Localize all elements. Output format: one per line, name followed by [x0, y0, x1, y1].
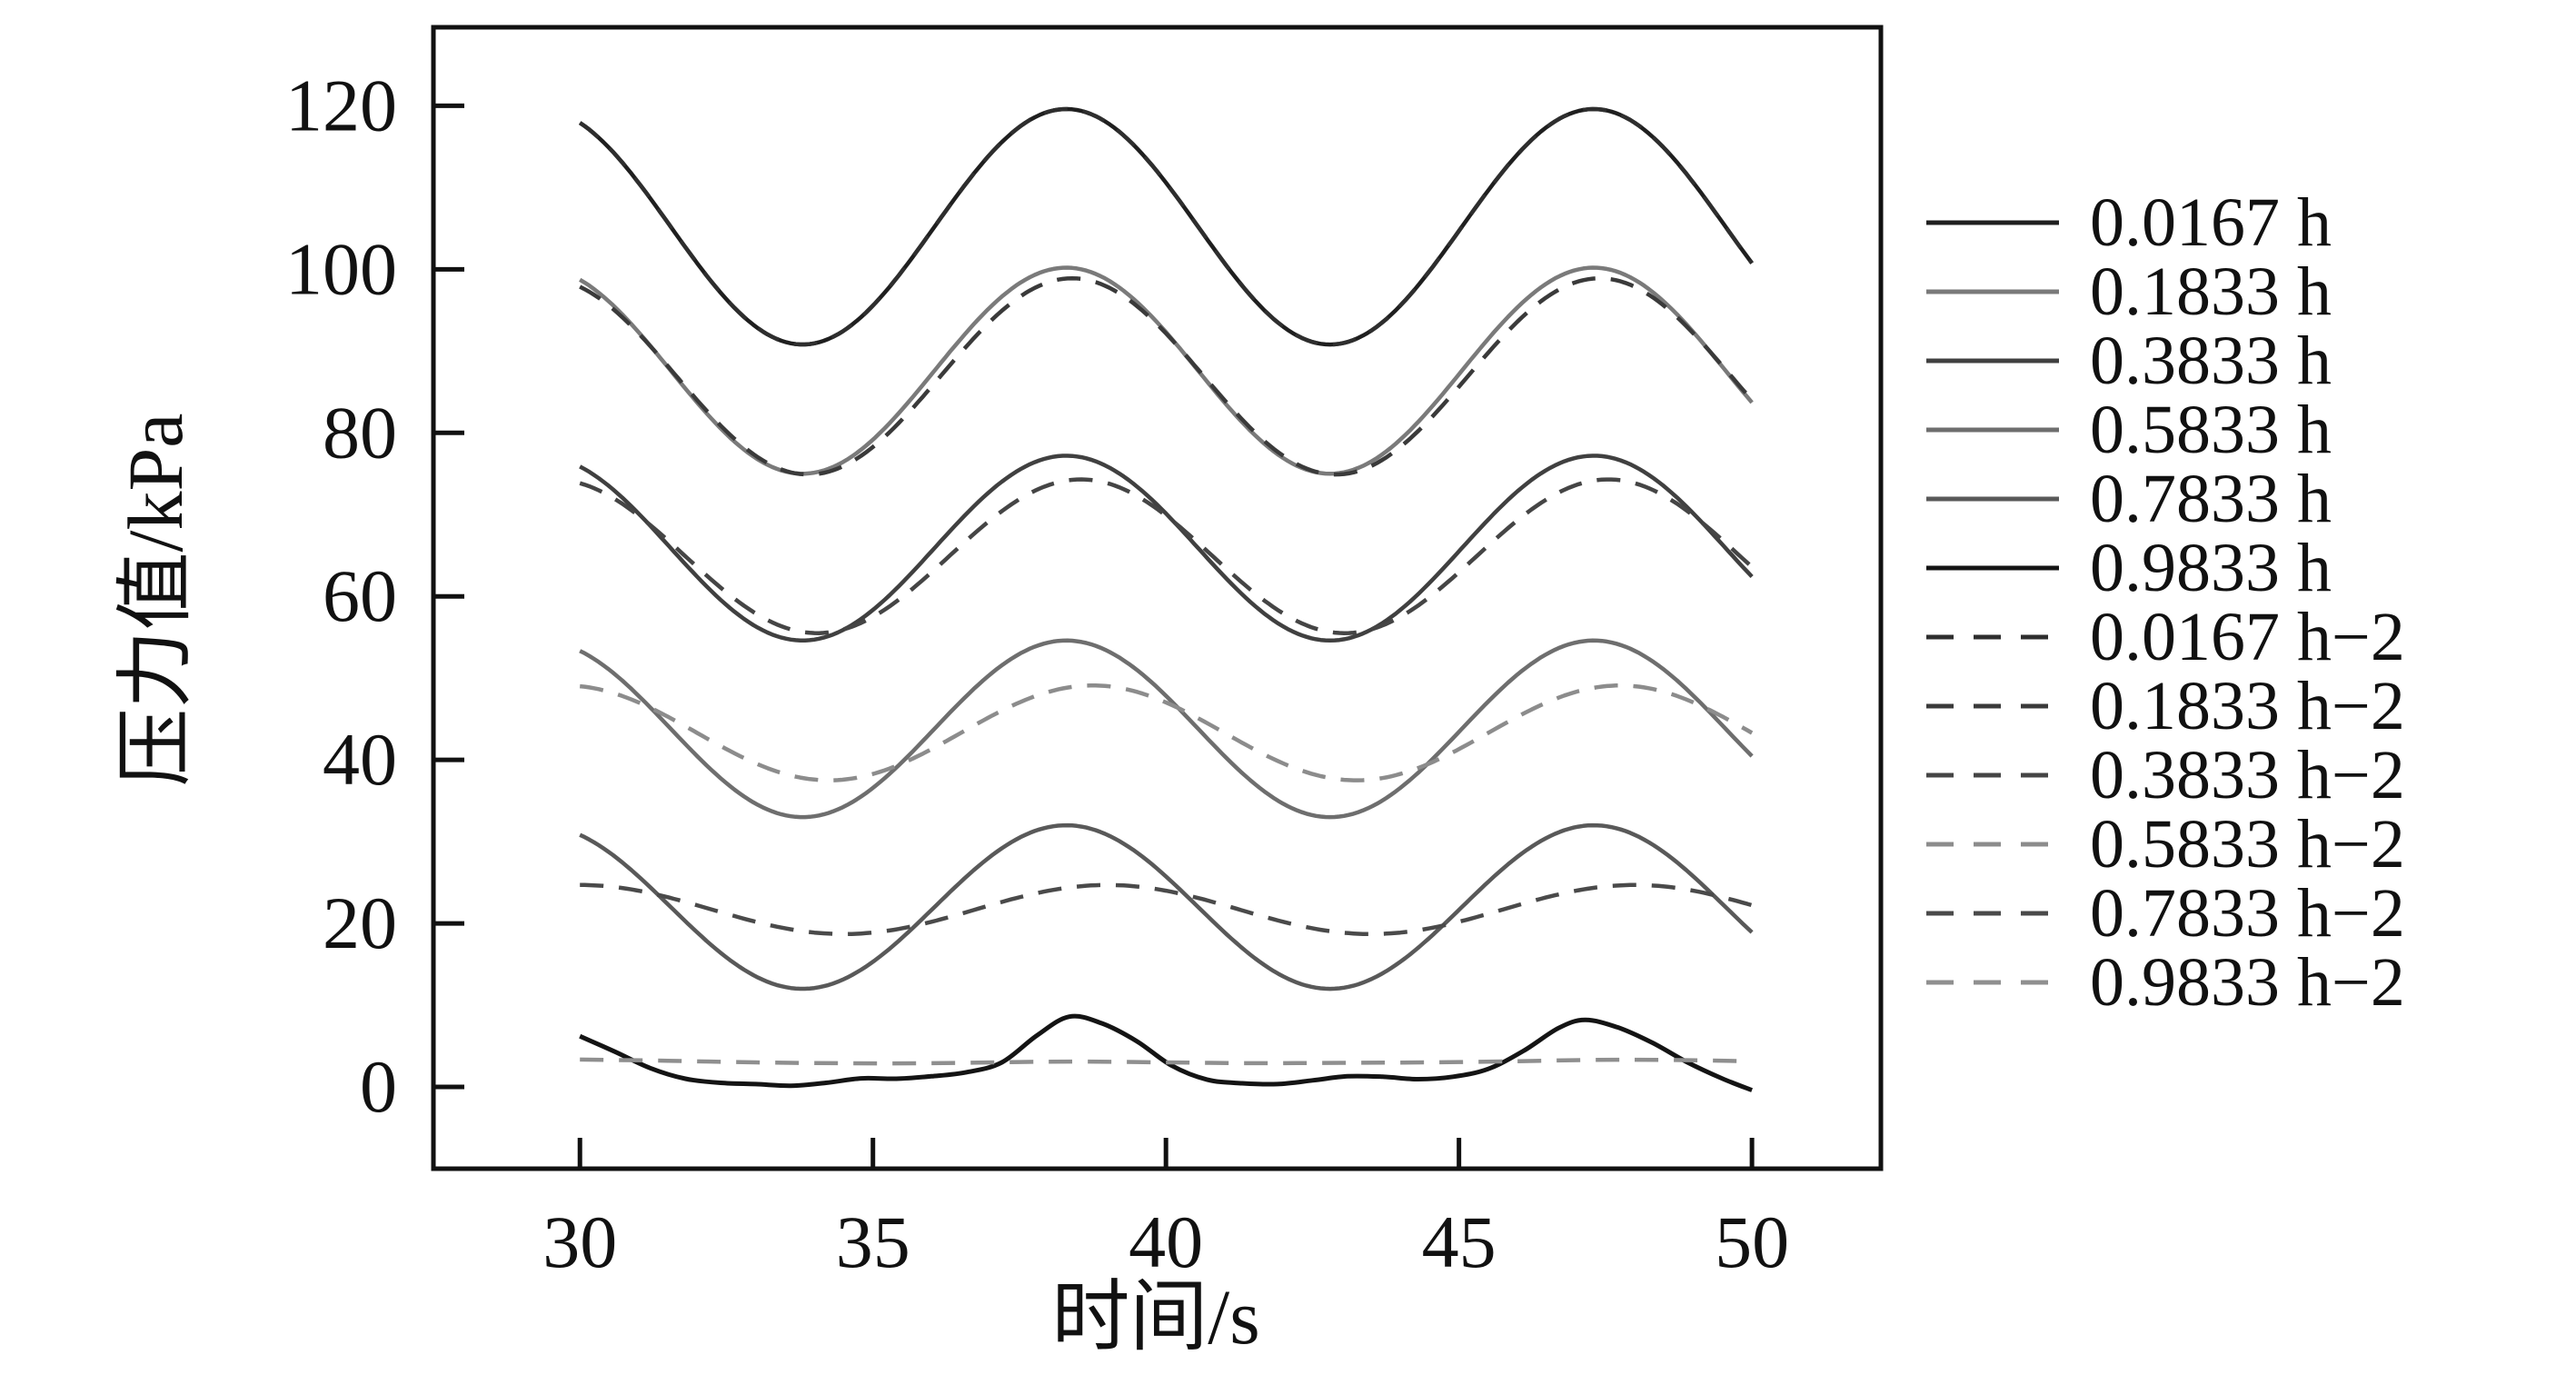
y-tick-label: 40: [323, 718, 397, 801]
y-tick-label: 20: [323, 882, 397, 964]
x-axis-ticks: [577, 1138, 1755, 1169]
legend-row: 0.5833 h: [1926, 392, 2332, 468]
y-tick-label: 80: [323, 391, 397, 473]
y-axis-tick-labels: 0 20 40 60 80 100 120: [285, 64, 397, 1128]
curve-0.3833-h: [579, 453, 1754, 643]
curve-0.1833-h: [579, 265, 1754, 476]
x-tick-label: 45: [1422, 1201, 1497, 1283]
curve-0.1833-h−2: [579, 275, 1754, 477]
curve-0.0167-h−2: [578, 106, 1754, 347]
x-axis-tick-labels: 30 35 40 45 50: [542, 1201, 1789, 1283]
y-tick-label: 60: [323, 554, 397, 637]
curve-0.7833-h−2: [580, 882, 1753, 937]
legend-label: 0.0167 h: [2090, 184, 2332, 261]
curve-0.9833-h: [579, 1013, 1754, 1092]
x-tick-label: 40: [1129, 1201, 1203, 1283]
legend-row: 0.3833 h: [1926, 323, 2332, 399]
legend-row: 0.5833 h−2: [1926, 806, 2405, 882]
legend-label: 0.1833 h−2: [2090, 668, 2405, 744]
legend: 0.0167 h0.1833 h0.3833 h0.5833 h0.7833 h…: [1926, 184, 2405, 1021]
legend-label: 0.3833 h−2: [2090, 737, 2405, 813]
curve-0.7833-h: [579, 822, 1754, 991]
legend-row: 0.3833 h−2: [1926, 737, 2405, 813]
x-axis-title: 时间/s: [1051, 1273, 1259, 1360]
y-tick-label: 120: [285, 64, 397, 146]
curve-0.3833-h−2: [579, 477, 1754, 635]
legend-row: 0.9833 h−2: [1926, 944, 2405, 1021]
y-tick-label: 100: [285, 227, 397, 310]
x-tick-label: 30: [542, 1201, 617, 1283]
x-tick-label: 50: [1715, 1201, 1789, 1283]
y-axis-ticks: [433, 103, 464, 1090]
legend-row: 0.9833 h: [1926, 530, 2332, 606]
curves: [578, 106, 1754, 1092]
legend-label: 0.1833 h: [2090, 254, 2332, 330]
legend-row: 0.0167 h: [1926, 184, 2332, 261]
curve-0.5833-h−2: [579, 683, 1754, 782]
legend-row: 0.7833 h−2: [1926, 875, 2405, 952]
legend-label: 0.5833 h−2: [2090, 806, 2405, 882]
legend-row: 0.0167 h−2: [1926, 599, 2405, 675]
x-tick-label: 35: [836, 1201, 910, 1283]
legend-row: 0.7833 h: [1926, 461, 2332, 537]
curve-0.9833-h−2: [580, 1057, 1753, 1066]
legend-row: 0.1833 h−2: [1926, 668, 2405, 744]
legend-label: 0.5833 h: [2090, 392, 2332, 468]
curve-0.0167-h: [578, 106, 1754, 347]
legend-label: 0.3833 h: [2090, 323, 2332, 399]
legend-label: 0.9833 h: [2090, 530, 2332, 606]
legend-label: 0.7833 h−2: [2090, 875, 2405, 952]
y-tick-label: 0: [360, 1045, 397, 1128]
legend-row: 0.1833 h: [1926, 254, 2332, 330]
y-axis-title: 压力值/kPa: [112, 414, 199, 787]
legend-label: 0.9833 h−2: [2090, 944, 2405, 1021]
legend-label: 0.7833 h: [2090, 461, 2332, 537]
curve-0.5833-h: [579, 638, 1754, 820]
legend-label: 0.0167 h−2: [2090, 599, 2405, 675]
